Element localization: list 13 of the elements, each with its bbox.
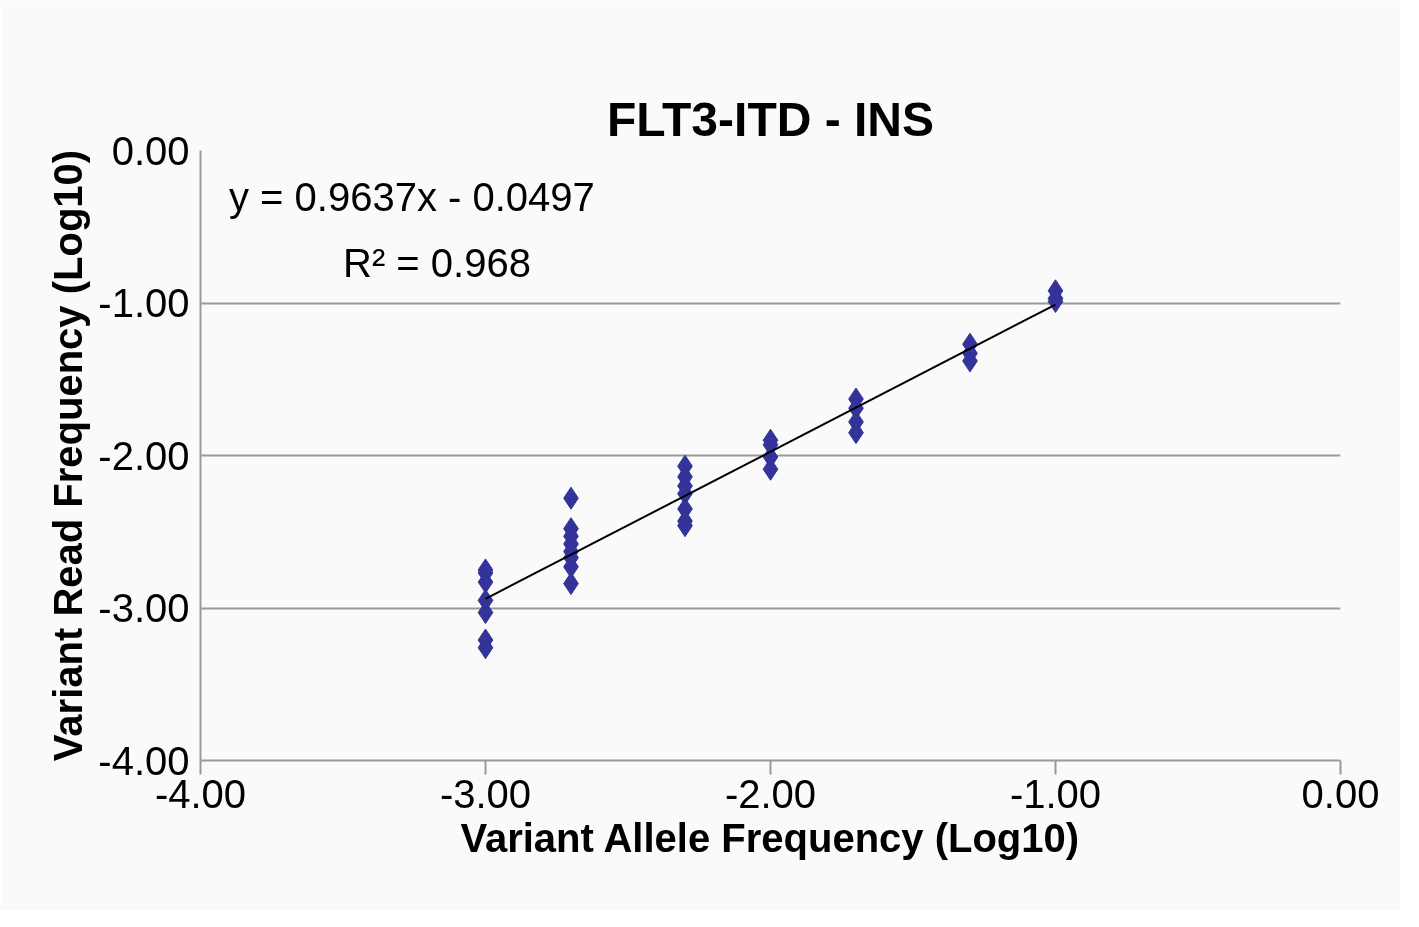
x-axis-title: Variant Allele Frequency (Log10) <box>460 815 1080 860</box>
y-tick-label: -3.00 <box>98 586 190 630</box>
x-tick-label: -2.00 <box>724 771 817 816</box>
annotation: y = 0.9637x - 0.0497 <box>229 175 595 220</box>
x-tick-label: -1.00 <box>1009 771 1102 816</box>
y-axis-title: Variant Read Frequency (Log10) <box>46 149 91 762</box>
y-tick-label: -2.00 <box>98 433 190 478</box>
chart-title: FLT3-ITD - INS <box>606 92 935 146</box>
annotation: R² = 0.968 <box>343 240 531 285</box>
x-tick-label: 0.00 <box>1301 771 1380 816</box>
y-tick-label: 0.00 <box>111 128 190 173</box>
y-tick-label: -1.00 <box>98 281 190 325</box>
x-tick-label: -3.00 <box>439 771 532 816</box>
